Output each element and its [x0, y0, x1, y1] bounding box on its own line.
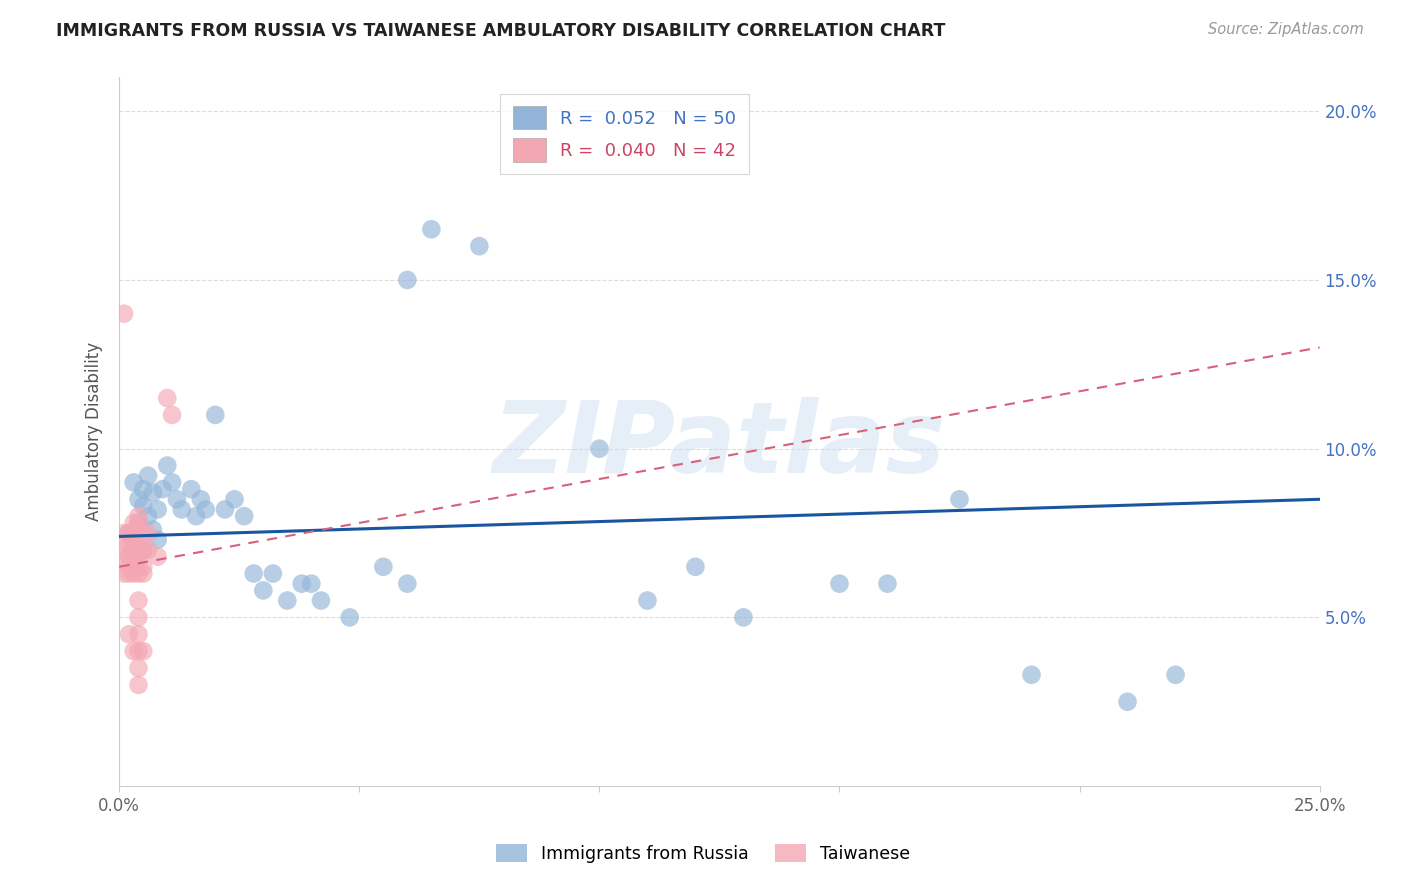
Point [828, 576, 851, 591]
Point [166, 492, 188, 507]
Point [876, 576, 898, 591]
Text: ZIPatlas: ZIPatlas [494, 398, 946, 494]
Text: Source: ZipAtlas.com: Source: ZipAtlas.com [1208, 22, 1364, 37]
Point [127, 559, 149, 574]
Point [127, 644, 149, 658]
Point [122, 549, 145, 564]
Point [396, 273, 419, 287]
Point [118, 627, 141, 641]
Point [122, 566, 145, 581]
Point [127, 542, 149, 557]
Point [122, 536, 145, 550]
Point [127, 516, 149, 530]
Point [132, 559, 155, 574]
Point [299, 576, 322, 591]
Point [309, 593, 332, 607]
Point [118, 549, 141, 564]
Point [127, 533, 149, 547]
Point [127, 516, 149, 530]
Point [127, 610, 149, 624]
Point [127, 627, 149, 641]
Point [118, 536, 141, 550]
Point [146, 502, 169, 516]
Point [396, 576, 419, 591]
Point [112, 542, 135, 557]
Point [127, 492, 149, 507]
Point [170, 502, 193, 516]
Point [127, 593, 149, 607]
Point [132, 482, 155, 496]
Point [588, 442, 610, 456]
Text: IMMIGRANTS FROM RUSSIA VS TAIWANESE AMBULATORY DISABILITY CORRELATION CHART: IMMIGRANTS FROM RUSSIA VS TAIWANESE AMBU… [56, 22, 946, 40]
Point [1021, 667, 1043, 681]
Point [190, 492, 212, 507]
Point [112, 549, 135, 564]
Point [122, 542, 145, 557]
Point [136, 468, 159, 483]
Point [118, 559, 141, 574]
Point [118, 526, 141, 541]
Point [224, 492, 246, 507]
Point [127, 566, 149, 581]
Point [214, 502, 236, 516]
Y-axis label: Ambulatory Disability: Ambulatory Disability [86, 343, 103, 521]
Point [118, 526, 141, 541]
Point [156, 391, 179, 405]
Point [122, 526, 145, 541]
Point [136, 526, 159, 541]
Point [291, 576, 314, 591]
Point [132, 499, 155, 513]
Point [122, 475, 145, 490]
Point [1164, 667, 1187, 681]
Point [122, 533, 145, 547]
Point [136, 509, 159, 524]
Point [733, 610, 755, 624]
Point [127, 661, 149, 675]
Point [142, 485, 165, 500]
Point [132, 566, 155, 581]
Point [132, 542, 155, 557]
Point [948, 492, 970, 507]
Point [262, 566, 284, 581]
Point [160, 408, 183, 422]
Point [468, 239, 491, 253]
Legend: Immigrants from Russia, Taiwanese: Immigrants from Russia, Taiwanese [489, 838, 917, 870]
Point [180, 482, 202, 496]
Point [339, 610, 361, 624]
Point [156, 458, 179, 473]
Point [112, 566, 135, 581]
Point [160, 475, 183, 490]
Point [194, 502, 217, 516]
Point [132, 644, 155, 658]
Point [420, 222, 443, 236]
Point [127, 509, 149, 524]
Point [685, 559, 707, 574]
Point [127, 549, 149, 564]
Point [184, 509, 207, 524]
Point [373, 559, 395, 574]
Point [152, 482, 174, 496]
Point [112, 307, 135, 321]
Point [112, 526, 135, 541]
Point [127, 678, 149, 692]
Point [122, 644, 145, 658]
Point [204, 408, 226, 422]
Legend: R =  0.052   N = 50, R =  0.040   N = 42: R = 0.052 N = 50, R = 0.040 N = 42 [501, 94, 748, 174]
Point [142, 523, 165, 537]
Point [1116, 695, 1139, 709]
Point [118, 566, 141, 581]
Point [127, 526, 149, 541]
Point [122, 516, 145, 530]
Point [132, 542, 155, 557]
Point [276, 593, 298, 607]
Point [146, 549, 169, 564]
Point [252, 583, 274, 598]
Point [132, 526, 155, 541]
Point [136, 542, 159, 557]
Point [242, 566, 264, 581]
Point [636, 593, 658, 607]
Point [233, 509, 256, 524]
Point [146, 533, 169, 547]
